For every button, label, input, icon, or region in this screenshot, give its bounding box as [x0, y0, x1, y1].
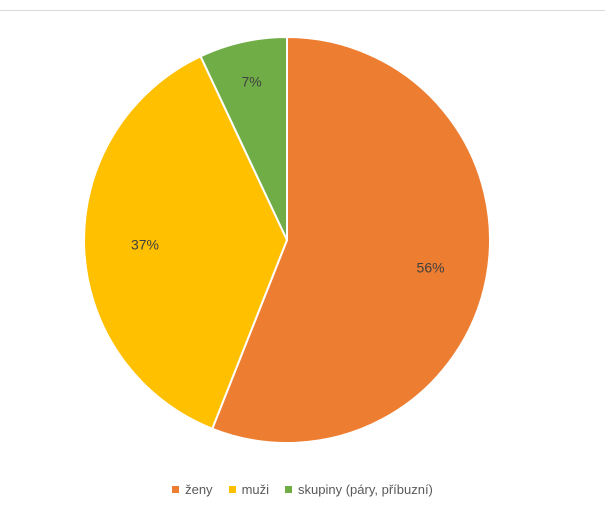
legend-label: ženy	[185, 482, 213, 497]
legend-item-zeny: ženy	[172, 482, 213, 497]
pie-slice-zeny	[210, 35, 491, 444]
legend-swatch	[285, 486, 293, 493]
legend-item-skupiny-pary-pribuzni: skupiny (páry, příbuzní)	[285, 482, 433, 497]
pie-data-labels: 56% 37% 7%	[131, 74, 445, 276]
pie-slices	[83, 35, 491, 444]
data-label-zeny: 56%	[417, 259, 445, 275]
pie-slice-muzi	[83, 54, 289, 431]
legend-label: skupiny (páry, příbuzní)	[298, 482, 433, 497]
data-label-muzi: 37%	[131, 236, 159, 252]
chart-legend: ženy muži skupiny (páry, příbuzní)	[0, 482, 605, 497]
pie-slice-skupiny-pary-pribuzni	[199, 35, 288, 241]
data-label-skupiny-pary-pribuzni: 7%	[241, 74, 261, 90]
legend-swatch	[228, 486, 236, 493]
legend-item-muzi: muži	[228, 482, 270, 497]
legend-swatch	[172, 486, 180, 493]
legend-label: muži	[241, 482, 270, 497]
top-divider	[0, 10, 605, 11]
